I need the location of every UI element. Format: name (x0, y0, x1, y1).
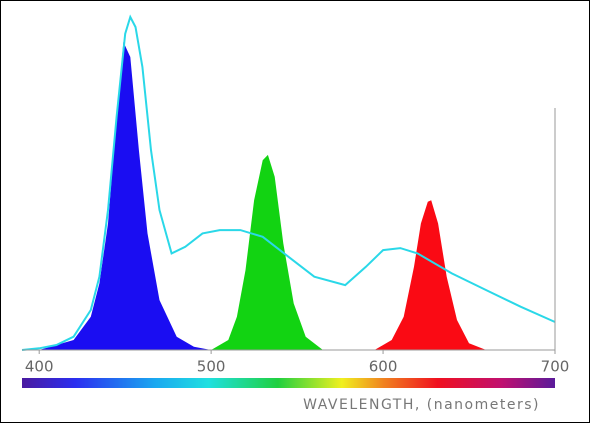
emission-area (39, 42, 212, 350)
x-tick-label: 400 (25, 358, 54, 376)
x-axis-label: WAVELENGTH, (nanometers) (303, 397, 540, 413)
x-tick-label: 700 (541, 358, 570, 376)
spectrum-line (21, 14, 556, 351)
emission-area (211, 154, 323, 350)
x-tick-label: 500 (197, 358, 226, 376)
spectrum-bar (22, 378, 555, 388)
emission-area (374, 200, 487, 350)
x-tick-label: 600 (369, 358, 398, 376)
